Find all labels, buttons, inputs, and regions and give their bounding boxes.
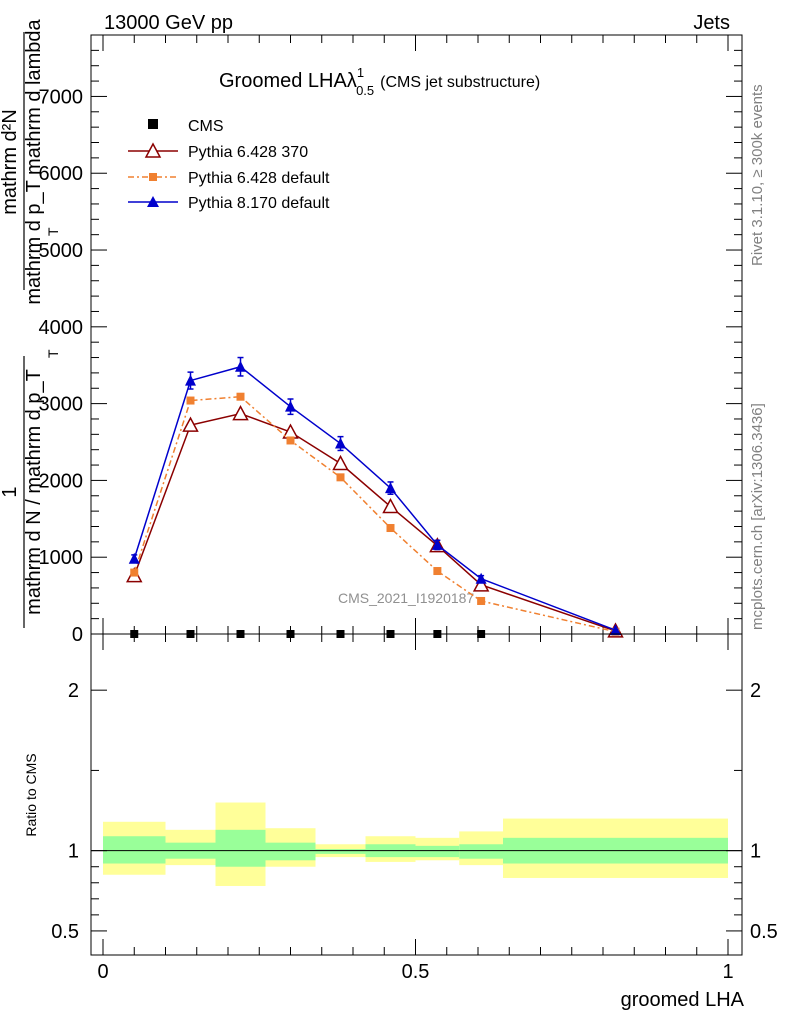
ratio-y-label: Ratio to CMS (23, 753, 39, 836)
y-tick-label: 5000 (39, 240, 84, 262)
data-point-pythia6-370 (472, 576, 490, 592)
y-tick-label: 6000 (39, 163, 84, 185)
ratio-tick-label-right: 1 (750, 841, 761, 863)
series-pythia8 (128, 356, 621, 636)
ratio-tick-label-left: 2 (68, 680, 79, 702)
header-energy: 13000 GeV pp (104, 12, 233, 34)
data-point-pythia8 (128, 552, 140, 564)
main-y-label: 1 mathrm d N / mathrm d p_T mathrm d²N m… (0, 18, 61, 628)
ratio-band-inner (315, 849, 366, 854)
mcplots-reference-text: mcplots.cern.ch [arXiv:1306.3436] (749, 403, 766, 630)
data-point-pythia6-370 (282, 423, 299, 439)
data-point-pythia6-370 (332, 454, 349, 471)
x-tick-label: 1 (722, 961, 733, 983)
ylabel-prefix-numerator: 1 (0, 486, 21, 497)
legend: CMS Pythia 6.428 370 Pythia 6.428 defaul… (128, 118, 330, 212)
header-category: Jets (693, 12, 730, 34)
ratio-band-inner (265, 842, 316, 861)
data-point-pythia6-370 (232, 405, 249, 421)
data-point-pythia8 (335, 437, 346, 449)
legend-marker-pythia6-default (149, 173, 157, 181)
data-point-pythia6-default (286, 436, 295, 445)
legend-marker-pythia8 (147, 196, 159, 207)
data-point-pythia6-default (386, 524, 395, 533)
data-point-pythia6-default (236, 392, 245, 401)
x-tick-label: 0 (97, 961, 108, 983)
y-tick-label: 0 (72, 624, 83, 646)
data-point-pythia8 (285, 400, 296, 412)
data-point-pythia6-default (186, 396, 195, 405)
data-point-pythia6-370 (182, 416, 199, 432)
data-point-pythia6-default (336, 473, 345, 482)
legend-entry-cms: CMS (148, 118, 224, 135)
ratio-band-inner (459, 844, 503, 859)
main-y-axis: 0 1000 2000 3000 4000 5000 6000 7000 (39, 49, 742, 646)
rivet-version-text: Rivet 3.1.10, ≥ 300k events (749, 84, 766, 266)
data-point-pythia8 (431, 538, 443, 550)
legend-marker-pythia6-370 (144, 142, 162, 158)
legend-label-pythia8: Pythia 8.170 default (188, 195, 330, 212)
x-tick-label: 0.5 (402, 961, 430, 983)
y-tick-label: 2000 (39, 470, 84, 492)
legend-entry-pythia6-370: Pythia 6.428 370 (128, 142, 308, 161)
y-tick-label: 4000 (39, 317, 84, 339)
series-pythia6-370 (125, 405, 624, 638)
ratio-x-axis: 0 0.5 1 (97, 634, 734, 983)
ratio-tick-label-left: 0.5 (51, 921, 79, 943)
data-point-pythia6-default (130, 568, 139, 577)
data-point-pythia6-default (433, 567, 442, 576)
legend-entry-pythia8: Pythia 8.170 default (128, 195, 330, 212)
analysis-watermark: CMS_2021_I1920187 (338, 590, 474, 606)
x-axis-label: groomed LHA (621, 989, 745, 1011)
ratio-band-inner (103, 836, 166, 864)
data-point-pythia8 (475, 572, 487, 584)
main-panel: 0 1000 2000 3000 4000 5000 6000 7000 Groomed LH… (0, 18, 743, 646)
data-point-pythia8 (185, 374, 196, 386)
legend-entry-pythia6-default: Pythia 6.428 default (128, 170, 330, 187)
y-tick-label: 1000 (39, 547, 84, 569)
ylabel-prefix-subscript: T (45, 349, 61, 358)
ratio-y-axis: 0.5 0.5 1 1 2 2 (51, 680, 778, 943)
ratio-band-inner (415, 845, 460, 858)
ratio-frame (90, 633, 743, 956)
ylabel-subscript: T (45, 227, 61, 236)
ratio-bands (91, 802, 742, 886)
ratio-tick-label-left: 1 (68, 841, 79, 863)
data-point-pythia8 (385, 482, 396, 494)
data-point-pythia6-default (477, 596, 486, 605)
chart-title: Groomed LHAλ1 0.5 (CMS jet substructure) (219, 65, 540, 98)
data-point-pythia6-370 (382, 497, 399, 514)
legend-label-pythia6-370: Pythia 6.428 370 (188, 144, 308, 161)
main-x-ticks (102, 35, 729, 634)
legend-label-pythia6-default: Pythia 6.428 default (188, 170, 330, 187)
ratio-band-inner (215, 829, 266, 867)
ratio-panel: 0.5 0.51 12 2 0 0.5 1 Ratio to CMS groomed LH… (23, 633, 778, 1011)
legend-marker-cms (148, 119, 158, 129)
y-tick-label: 3000 (39, 394, 84, 416)
data-point-pythia8 (610, 624, 621, 636)
legend-label-cms: CMS (188, 118, 224, 135)
ylabel-numerator: mathrm d²N (0, 109, 21, 215)
ylabel-denominator: mathrm d p_T mathrm d lambda (23, 18, 45, 304)
ratio-tick-label-right: 2 (750, 680, 761, 702)
y-tick-label: 7000 (39, 86, 84, 108)
ylabel-prefix-denominator: mathrm d N / mathrm d p_T (23, 369, 45, 615)
ratio-tick-label-right: 0.5 (750, 921, 778, 943)
data-point-pythia8 (235, 360, 246, 372)
